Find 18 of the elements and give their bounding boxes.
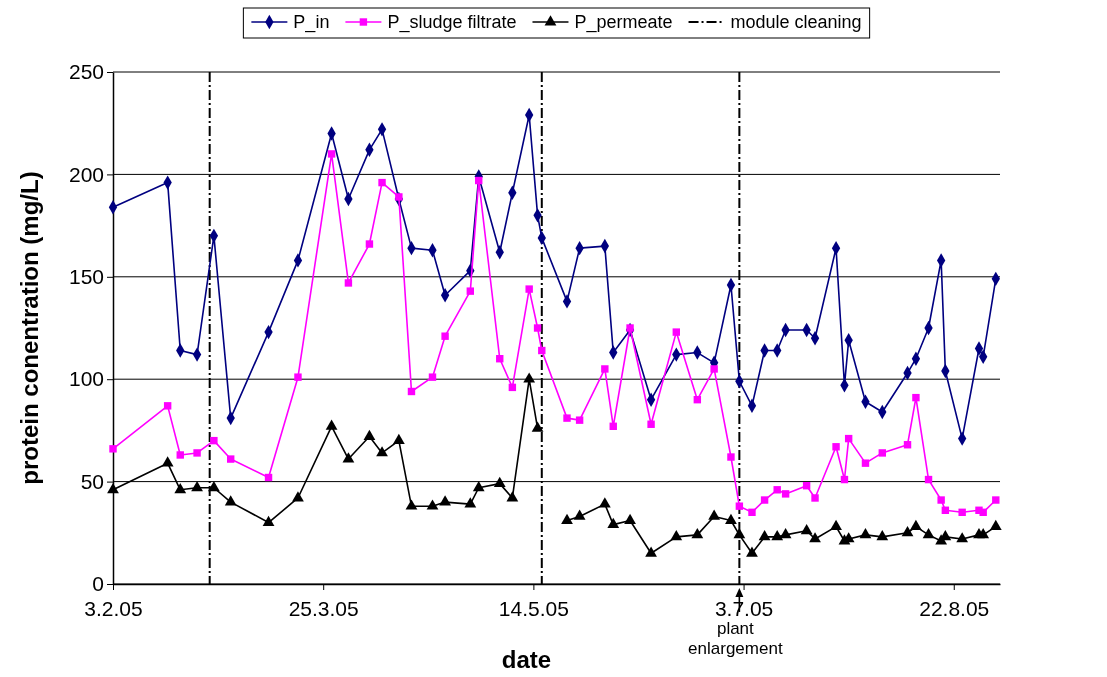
x-axis-title: date xyxy=(501,646,552,673)
x-tick-label: 22.8.05 xyxy=(919,597,990,621)
y-tick-label: 250 xyxy=(68,60,104,84)
legend-label: P_sludge filtrate xyxy=(387,12,517,33)
y-tick-label: 200 xyxy=(68,162,104,186)
y-tick-label: 0 xyxy=(92,572,104,596)
y-tick-label: 150 xyxy=(68,265,104,289)
x-tick-label: 3.7.05 xyxy=(714,597,774,621)
y-tick-label: 100 xyxy=(68,367,104,391)
x-tick-label: 3.2.05 xyxy=(84,597,143,621)
y-tick-label: 50 xyxy=(80,469,104,493)
y-axis-title: protein conentration (mg/L) xyxy=(16,171,43,485)
legend-label: module cleaning xyxy=(730,12,862,32)
x-tick-label: 14.5.05 xyxy=(498,597,569,621)
legend-label: P_in xyxy=(293,12,330,33)
legend-label: P_permeate xyxy=(574,12,673,33)
x-tick-label: 25.3.05 xyxy=(288,597,359,621)
text: plant enlargement xyxy=(688,619,783,658)
